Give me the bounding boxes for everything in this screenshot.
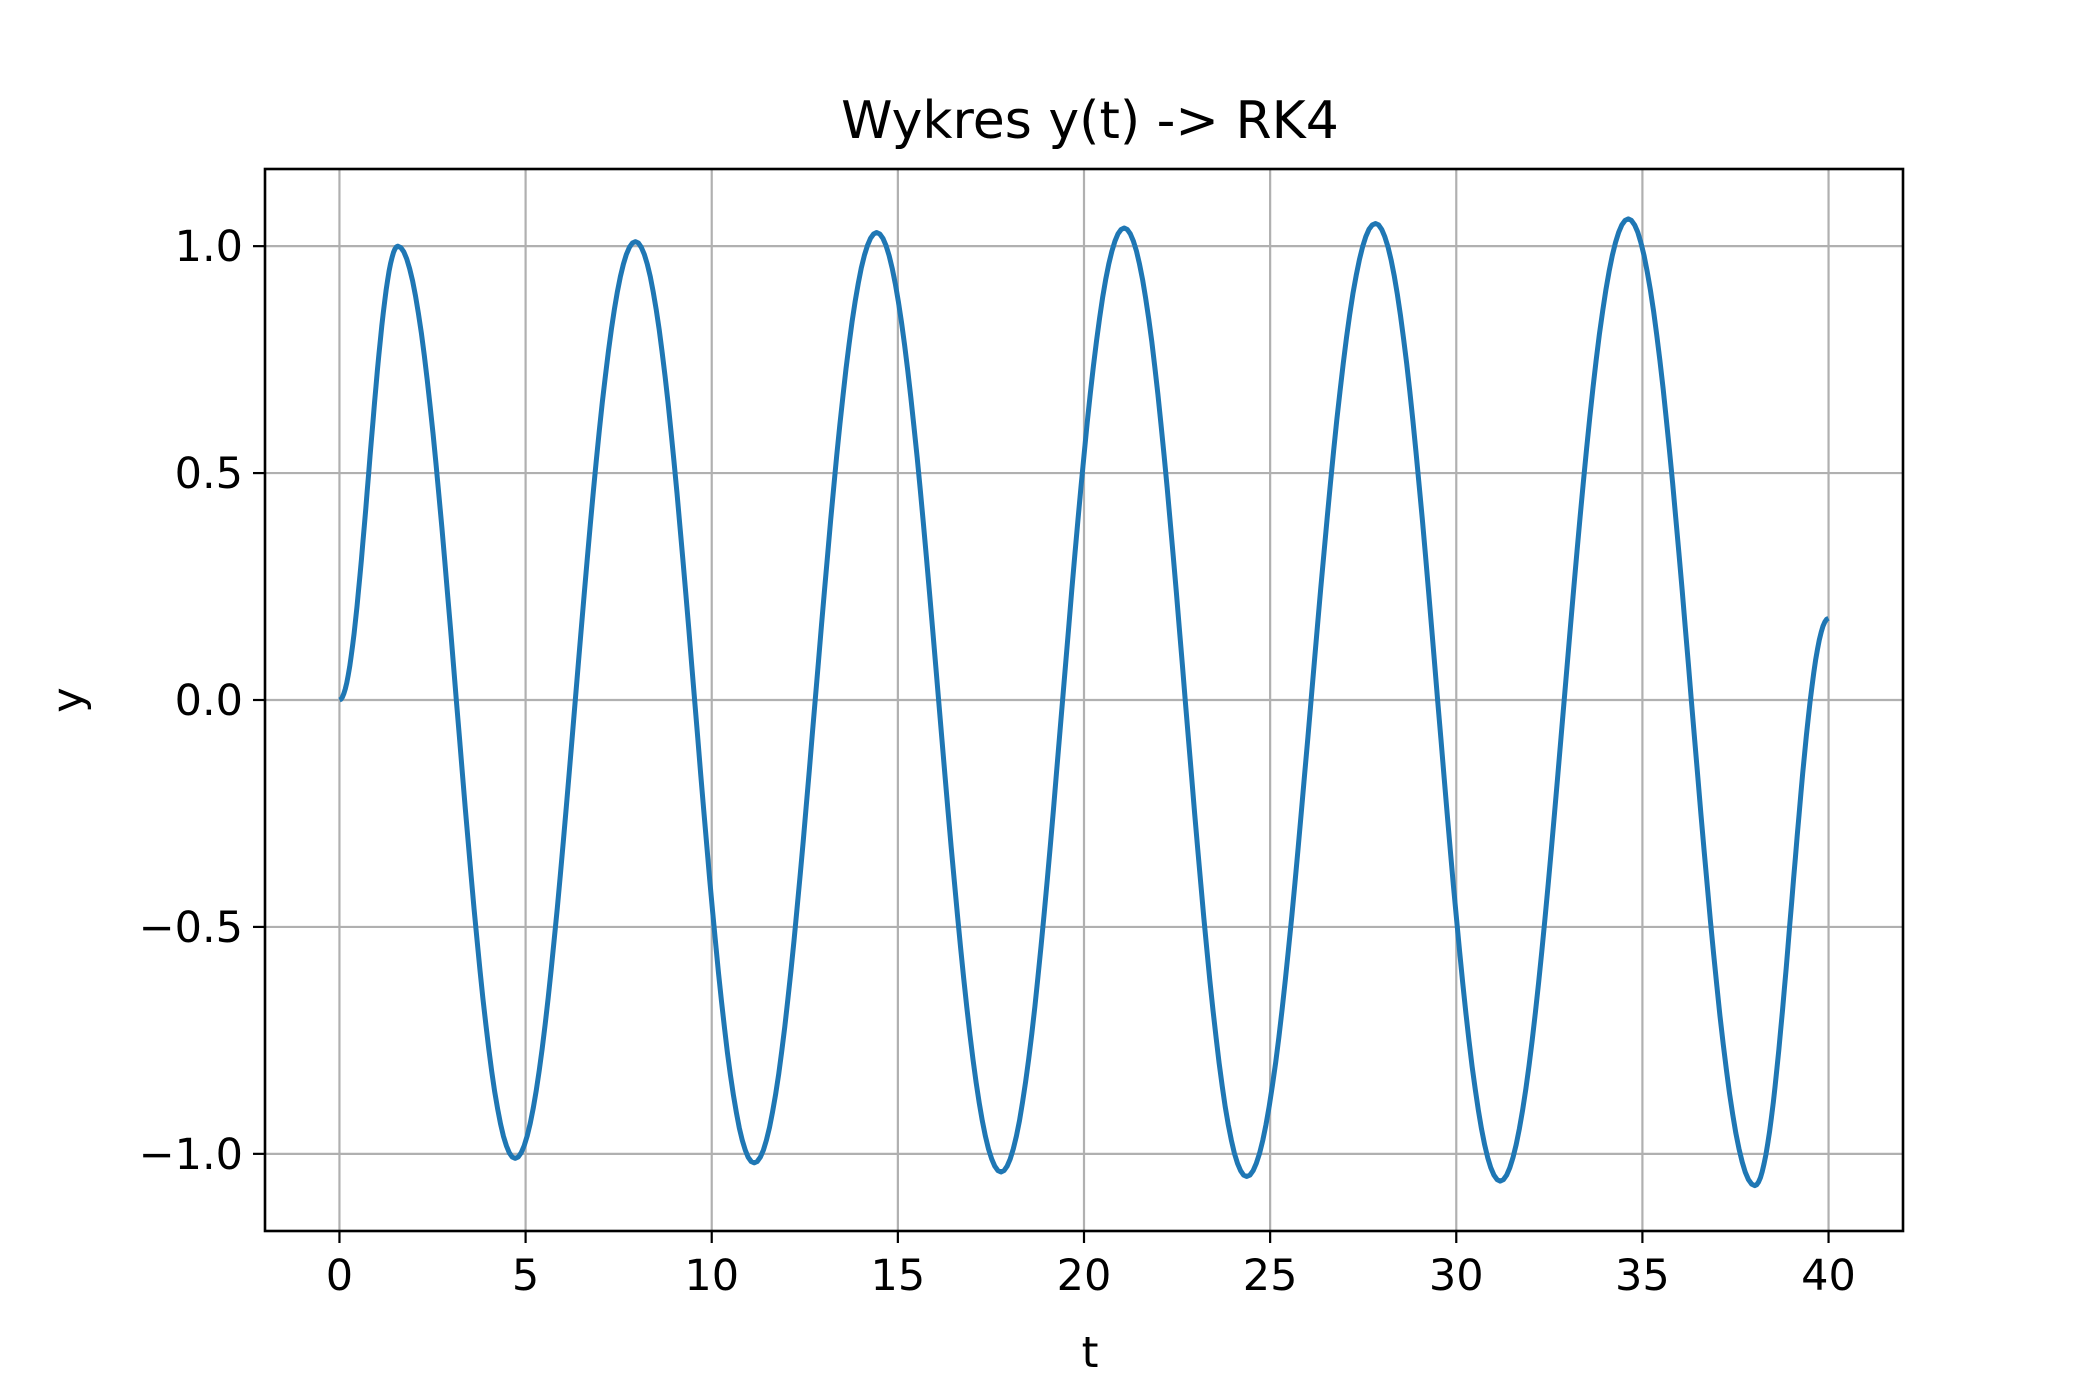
x-tick-label: 5	[512, 1251, 539, 1301]
y-tick-label: −1.0	[139, 1130, 243, 1180]
x-tick-label: 10	[684, 1251, 739, 1301]
grid	[265, 169, 1903, 1231]
x-tick-label: 15	[871, 1251, 926, 1301]
y-tick-label: 1.0	[175, 222, 243, 272]
series-line	[338, 216, 1830, 1189]
x-tick-label: 20	[1057, 1251, 1112, 1301]
y-tick-label: 0.0	[175, 676, 243, 726]
x-tick-label: 40	[1801, 1251, 1856, 1301]
x-tick-label: 30	[1429, 1251, 1484, 1301]
x-axis-label: t	[1082, 1328, 1099, 1378]
chart-title: Wykres y(t) -> RK4	[841, 91, 1339, 151]
series-layer	[338, 216, 1830, 1189]
y-axis-label: y	[43, 687, 93, 712]
y-tick-label: −0.5	[139, 903, 243, 953]
x-tick-label: 25	[1243, 1251, 1298, 1301]
x-tick-label: 35	[1615, 1251, 1670, 1301]
ticks: 0 5 10 15 20 25 30 35 40 −1.0 −0.5 0.0 0.5 1.0	[139, 222, 1856, 1301]
x-tick-label: 0	[326, 1251, 353, 1301]
y-tick-label: 0.5	[175, 449, 243, 499]
